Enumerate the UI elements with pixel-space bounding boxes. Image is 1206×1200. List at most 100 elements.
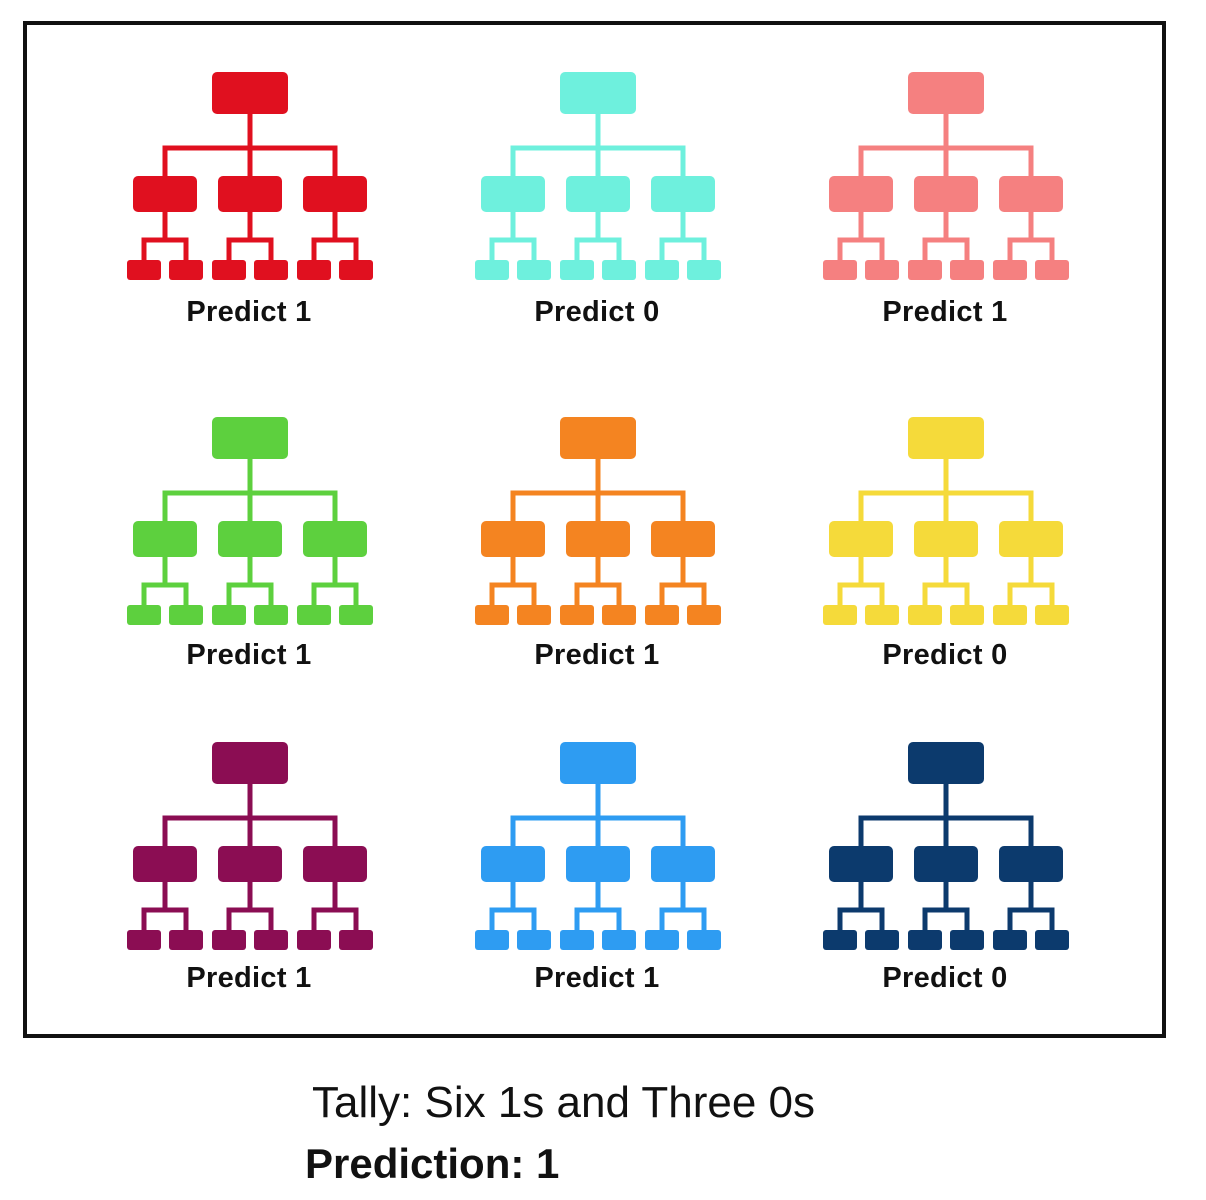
- tree-cell: Predict 1: [124, 68, 374, 338]
- decision-tree-icon: [127, 72, 373, 280]
- tree-prediction-label: Predict 0: [534, 296, 660, 328]
- leaf-node: [823, 930, 857, 950]
- leaf-node: [908, 930, 942, 950]
- tree-prediction-label: Predict 1: [534, 639, 660, 671]
- branch-node: [218, 846, 282, 882]
- leaf-node: [908, 605, 942, 625]
- branch-node: [651, 846, 715, 882]
- leaf-node: [823, 260, 857, 280]
- tree-cell: Predict 0: [820, 413, 1070, 683]
- leaf-node: [687, 605, 721, 625]
- forest-frame: [23, 21, 1166, 1038]
- leaf-node: [865, 930, 899, 950]
- leaf-node: [339, 260, 373, 280]
- leaf-node: [1035, 260, 1069, 280]
- leaf-node: [1035, 605, 1069, 625]
- branch-node: [481, 846, 545, 882]
- branch-node: [218, 521, 282, 557]
- branch-node: [829, 846, 893, 882]
- leaf-node: [517, 260, 551, 280]
- decision-tree-icon: [127, 417, 373, 625]
- leaf-node: [602, 605, 636, 625]
- branch-node: [481, 176, 545, 212]
- leaf-node: [169, 605, 203, 625]
- branch-node: [481, 521, 545, 557]
- leaf-node: [127, 930, 161, 950]
- branch-node: [303, 176, 367, 212]
- leaf-node: [950, 605, 984, 625]
- tree-cell: Predict 0: [472, 68, 722, 338]
- tree-cell: Predict 1: [472, 738, 722, 1008]
- root-node: [560, 417, 636, 459]
- branch-node: [914, 846, 978, 882]
- tree-prediction-label: Predict 1: [882, 296, 1008, 328]
- tree-cell: Predict 1: [124, 738, 374, 1008]
- decision-tree-icon: [475, 72, 721, 280]
- leaf-node: [865, 260, 899, 280]
- leaf-node: [212, 605, 246, 625]
- leaf-node: [254, 605, 288, 625]
- prediction-text: Prediction: 1: [305, 1140, 560, 1187]
- tally-text: Tally: Six 1s and Three 0s: [312, 1078, 815, 1127]
- decision-tree-icon: [823, 72, 1069, 280]
- leaf-node: [950, 930, 984, 950]
- tree-prediction-label: Predict 0: [882, 962, 1008, 994]
- branch-node: [303, 521, 367, 557]
- branch-node: [566, 846, 630, 882]
- root-node: [560, 72, 636, 114]
- leaf-node: [475, 930, 509, 950]
- tree-cell: Predict 1: [472, 413, 722, 683]
- leaf-node: [297, 930, 331, 950]
- leaf-node: [297, 605, 331, 625]
- branch-node: [829, 521, 893, 557]
- root-node: [560, 742, 636, 784]
- leaf-node: [560, 260, 594, 280]
- leaf-node: [475, 260, 509, 280]
- leaf-node: [254, 930, 288, 950]
- branch-node: [829, 176, 893, 212]
- leaf-node: [212, 930, 246, 950]
- leaf-node: [339, 605, 373, 625]
- leaf-node: [865, 605, 899, 625]
- tree-prediction-label: Predict 1: [186, 962, 312, 994]
- leaf-node: [908, 260, 942, 280]
- tree-cell: Predict 0: [820, 738, 1070, 1008]
- decision-tree-icon: [127, 742, 373, 950]
- leaf-node: [993, 260, 1027, 280]
- leaf-node: [645, 930, 679, 950]
- branch-node: [218, 176, 282, 212]
- leaf-node: [645, 605, 679, 625]
- tree-prediction-label: Predict 1: [186, 639, 312, 671]
- leaf-node: [560, 605, 594, 625]
- branch-node: [133, 521, 197, 557]
- leaf-node: [475, 605, 509, 625]
- branch-node: [651, 521, 715, 557]
- leaf-node: [823, 605, 857, 625]
- branch-node: [914, 176, 978, 212]
- branch-node: [999, 521, 1063, 557]
- branch-node: [999, 846, 1063, 882]
- leaf-node: [127, 260, 161, 280]
- leaf-node: [993, 605, 1027, 625]
- root-node: [212, 72, 288, 114]
- leaf-node: [687, 930, 721, 950]
- branch-node: [566, 176, 630, 212]
- leaf-node: [950, 260, 984, 280]
- leaf-node: [993, 930, 1027, 950]
- leaf-node: [560, 930, 594, 950]
- branch-node: [566, 521, 630, 557]
- root-node: [908, 417, 984, 459]
- leaf-node: [297, 260, 331, 280]
- decision-tree-icon: [475, 417, 721, 625]
- leaf-node: [602, 260, 636, 280]
- root-node: [212, 742, 288, 784]
- root-node: [212, 417, 288, 459]
- root-node: [908, 72, 984, 114]
- decision-tree-icon: [823, 417, 1069, 625]
- leaf-node: [254, 260, 288, 280]
- leaf-node: [127, 605, 161, 625]
- leaf-node: [339, 930, 373, 950]
- tree-prediction-label: Predict 1: [186, 296, 312, 328]
- leaf-node: [1035, 930, 1069, 950]
- leaf-node: [212, 260, 246, 280]
